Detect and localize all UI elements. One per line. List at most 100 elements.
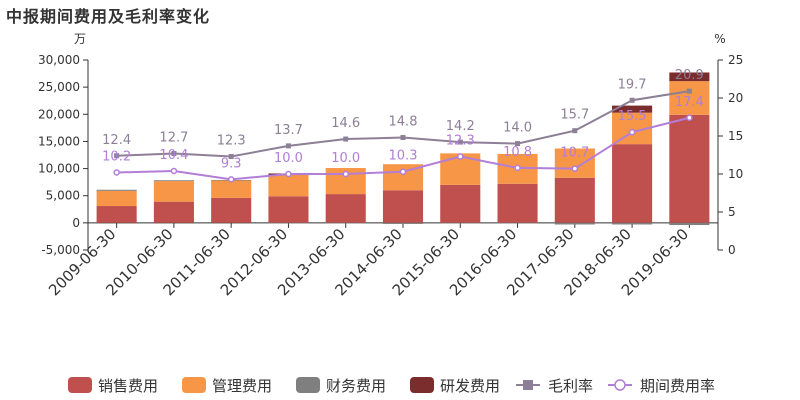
line-marker bbox=[571, 165, 579, 172]
bar bbox=[612, 105, 653, 113]
right-tick-label: 5 bbox=[728, 205, 736, 219]
bar bbox=[211, 180, 252, 198]
line-marker bbox=[514, 164, 521, 172]
data-label: 15.7 bbox=[560, 108, 589, 123]
data-label: 10.4 bbox=[159, 148, 188, 163]
line-marker bbox=[227, 176, 235, 183]
data-label: 13.7 bbox=[274, 123, 303, 138]
bar bbox=[497, 222, 538, 224]
bar bbox=[382, 190, 424, 223]
data-label: 17.4 bbox=[675, 95, 704, 110]
data-label: 12.3 bbox=[446, 134, 475, 149]
data-label: 10.0 bbox=[331, 151, 360, 166]
left-tick-label: 0 bbox=[72, 216, 80, 230]
data-label: 14.0 bbox=[503, 121, 532, 136]
line-marker bbox=[457, 153, 464, 160]
data-label: 9.3 bbox=[221, 156, 242, 171]
right-tick-label: 15 bbox=[728, 129, 743, 143]
bar bbox=[440, 222, 481, 224]
left-tick-label: 5,000 bbox=[46, 189, 80, 203]
data-label: 10.3 bbox=[389, 149, 418, 164]
data-label: 14.8 bbox=[389, 115, 418, 130]
legend-label: 管理费用 bbox=[212, 377, 272, 395]
bar bbox=[96, 190, 137, 207]
line-marker bbox=[342, 170, 349, 178]
line-marker bbox=[170, 167, 178, 175]
left-tick-label: 25,000 bbox=[38, 80, 80, 94]
data-label: 10.8 bbox=[503, 145, 532, 160]
left-tick-label: -5,000 bbox=[41, 243, 80, 257]
bar bbox=[153, 180, 194, 182]
legend-label: 毛利率 bbox=[548, 377, 593, 395]
bar bbox=[382, 222, 424, 224]
bar bbox=[153, 181, 194, 202]
right-axis-unit: % bbox=[714, 32, 725, 46]
right-tick-label: 0 bbox=[728, 243, 736, 257]
legend-swatch bbox=[68, 377, 92, 393]
bar bbox=[497, 183, 538, 223]
line-marker bbox=[457, 139, 463, 145]
line-marker bbox=[572, 128, 578, 134]
right-tick-label: 25 bbox=[728, 53, 743, 67]
data-label: 12.7 bbox=[159, 130, 188, 145]
line-marker bbox=[343, 136, 349, 142]
left-axis-unit: 万 bbox=[74, 32, 86, 46]
bar bbox=[612, 222, 653, 225]
data-label: 12.3 bbox=[217, 134, 246, 149]
line-marker bbox=[686, 88, 692, 94]
line-marker bbox=[114, 153, 120, 159]
data-label: 10.7 bbox=[560, 146, 589, 161]
legend-marker bbox=[523, 380, 533, 390]
legend-swatch bbox=[296, 377, 320, 393]
bar bbox=[554, 222, 595, 225]
left-tick-label: 30,000 bbox=[38, 53, 80, 67]
bar bbox=[268, 175, 309, 197]
line-marker bbox=[629, 97, 635, 103]
data-label: 14.2 bbox=[446, 119, 475, 134]
line-marker bbox=[515, 141, 521, 147]
line-marker bbox=[285, 143, 291, 149]
bar bbox=[554, 177, 595, 223]
bar bbox=[268, 222, 309, 224]
data-label: 14.6 bbox=[331, 116, 360, 131]
bar bbox=[96, 189, 137, 191]
lines bbox=[113, 88, 693, 183]
bar bbox=[211, 197, 252, 223]
data-label: 10.2 bbox=[102, 149, 131, 164]
bar bbox=[268, 196, 309, 223]
line-marker bbox=[113, 169, 120, 176]
line-marker bbox=[399, 168, 407, 175]
line-marker bbox=[400, 135, 406, 141]
bar bbox=[669, 81, 710, 115]
line-marker bbox=[628, 128, 636, 136]
bar bbox=[325, 194, 366, 223]
bar bbox=[153, 201, 194, 223]
line-marker bbox=[228, 154, 234, 160]
data-label: 20.9 bbox=[675, 68, 704, 83]
bar bbox=[554, 148, 595, 178]
data-labels: 12.4 12.7 12.3 13.7 14.6 14.8 14.2 14.0 15.7 19.7… bbox=[102, 68, 704, 171]
bar bbox=[669, 72, 710, 82]
legend-swatch bbox=[182, 377, 206, 393]
data-label: 15.5 bbox=[618, 109, 647, 124]
legend: 销售费用 管理费用 财务费用 研发费用 毛利率 期间费用率 bbox=[68, 377, 715, 395]
legend-label: 期间费用率 bbox=[640, 377, 715, 395]
left-tick-label: 15,000 bbox=[38, 134, 80, 148]
legend-label: 研发费用 bbox=[440, 377, 500, 395]
left-tick-label: 20,000 bbox=[38, 107, 80, 121]
bar bbox=[669, 222, 710, 226]
left-tick-label: 10,000 bbox=[38, 162, 80, 176]
chart-title: 中报期间费用及毛利率变化 bbox=[6, 7, 211, 26]
line-marker bbox=[171, 150, 177, 156]
data-label: 12.4 bbox=[102, 133, 131, 148]
right-tick-label: 10 bbox=[728, 167, 743, 181]
bar bbox=[96, 206, 137, 223]
bar bbox=[440, 184, 481, 223]
bar bbox=[325, 222, 366, 224]
legend-marker bbox=[614, 379, 626, 391]
data-label: 19.7 bbox=[618, 77, 647, 92]
line-marker bbox=[686, 114, 693, 122]
data-label: 10.0 bbox=[274, 151, 303, 166]
line-marker bbox=[285, 170, 292, 178]
